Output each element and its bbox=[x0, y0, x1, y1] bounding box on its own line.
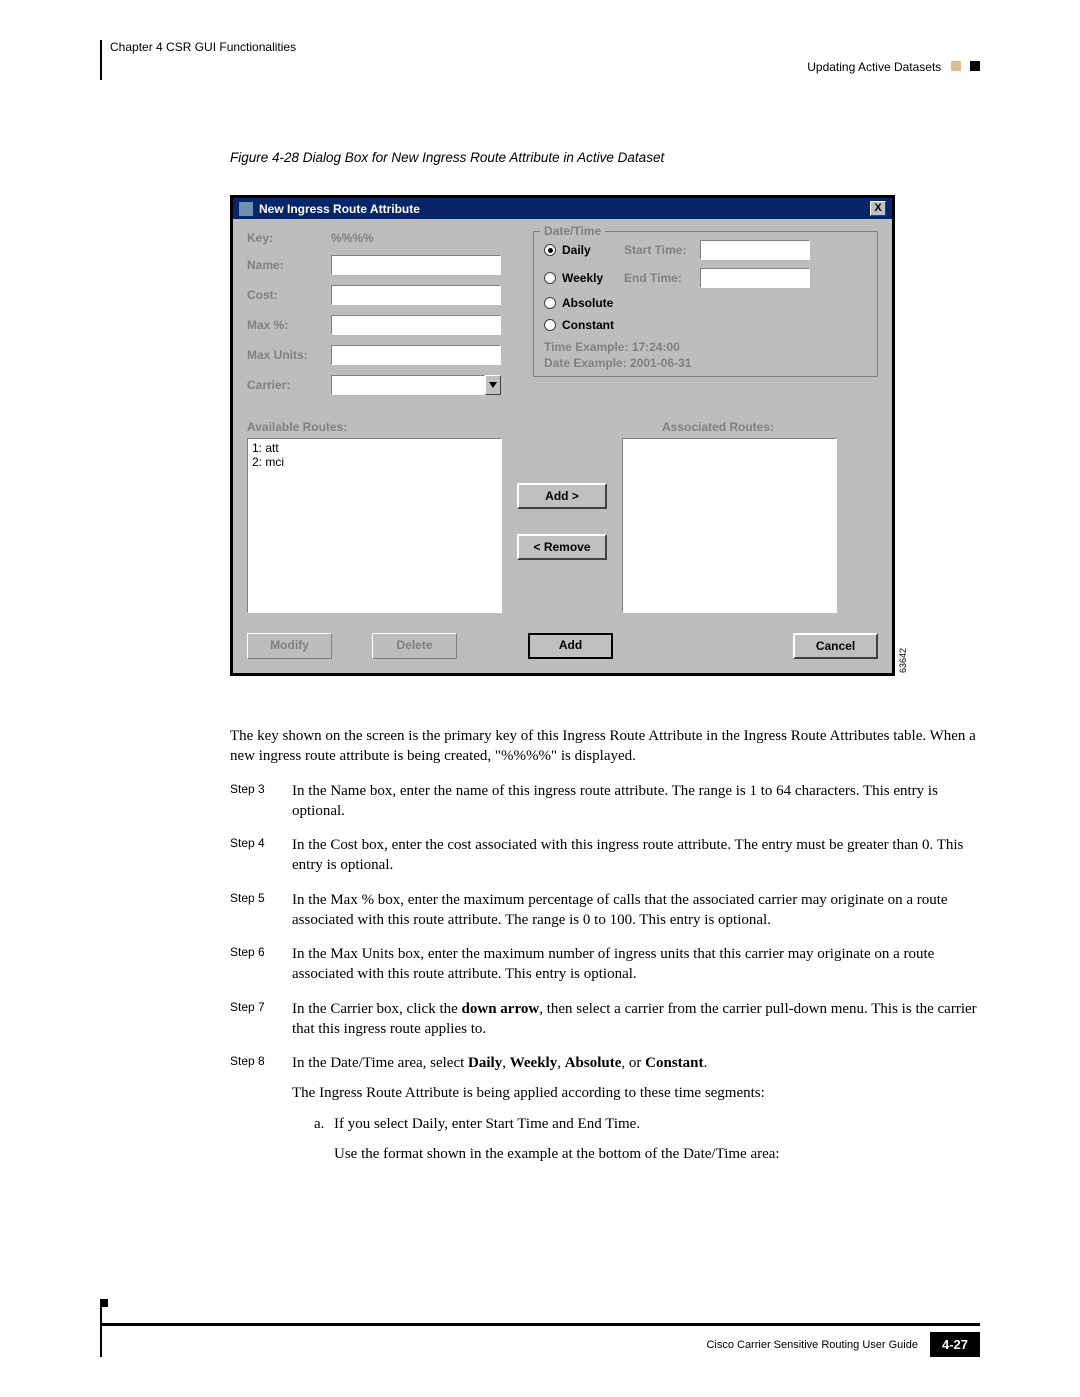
page-number: 4-27 bbox=[930, 1332, 980, 1357]
remove-route-button[interactable]: < Remove bbox=[517, 534, 607, 560]
datetime-group: Date/Time Daily Start Time: Weekly End T… bbox=[533, 231, 878, 377]
start-time-label: Start Time: bbox=[624, 243, 700, 257]
maxunits-label: Max Units: bbox=[247, 348, 331, 362]
dialog-title: New Ingress Route Attribute bbox=[259, 202, 420, 216]
maxpct-input[interactable] bbox=[331, 315, 501, 335]
guide-title: Cisco Carrier Sensitive Routing User Gui… bbox=[706, 1339, 918, 1351]
maxpct-label: Max %: bbox=[247, 318, 331, 332]
figure-caption: Figure 4-28 Dialog Box for New Ingress R… bbox=[230, 150, 980, 165]
chevron-down-icon[interactable] bbox=[485, 375, 501, 395]
step-label: Step 8 bbox=[230, 1053, 292, 1174]
intro-para: The key shown on the screen is the prima… bbox=[230, 726, 980, 767]
weekly-label: Weekly bbox=[562, 271, 624, 285]
step-label: Step 7 bbox=[230, 999, 292, 1040]
step-text: In the Carrier box, click the down arrow… bbox=[292, 999, 980, 1040]
end-time-label: End Time: bbox=[624, 271, 700, 285]
key-value: %%%% bbox=[331, 231, 374, 245]
step-label: Step 6 bbox=[230, 944, 292, 985]
name-label: Name: bbox=[247, 258, 331, 272]
associated-routes-label: Associated Routes: bbox=[527, 420, 878, 434]
body-text: The key shown on the screen is the prima… bbox=[230, 726, 980, 1174]
constant-radio[interactable] bbox=[544, 319, 556, 331]
key-label: Key: bbox=[247, 231, 331, 245]
start-time-input[interactable] bbox=[700, 240, 810, 260]
name-input[interactable] bbox=[331, 255, 501, 275]
cost-label: Cost: bbox=[247, 288, 331, 302]
end-time-input[interactable] bbox=[700, 268, 810, 288]
step-label: Step 5 bbox=[230, 890, 292, 931]
delete-button[interactable]: Delete bbox=[372, 633, 457, 659]
maxunits-input[interactable] bbox=[331, 345, 501, 365]
step-label: Step 3 bbox=[230, 781, 292, 822]
add-route-button[interactable]: Add > bbox=[517, 483, 607, 509]
available-routes-list[interactable]: 1: att 2: mci bbox=[247, 438, 502, 613]
carrier-label: Carrier: bbox=[247, 378, 331, 392]
date-example: Date Example: 2001-06-31 bbox=[544, 356, 867, 370]
modify-button[interactable]: Modify bbox=[247, 633, 332, 659]
step-text: In the Cost box, enter the cost associat… bbox=[292, 835, 980, 876]
add-button[interactable]: Add bbox=[528, 633, 613, 659]
daily-radio[interactable] bbox=[544, 244, 556, 256]
absolute-radio[interactable] bbox=[544, 297, 556, 309]
window-icon bbox=[239, 202, 253, 216]
dialog-titlebar: New Ingress Route Attribute X bbox=[233, 198, 892, 219]
datetime-title: Date/Time bbox=[540, 224, 605, 238]
page-footer: Cisco Carrier Sensitive Routing User Gui… bbox=[100, 1323, 980, 1357]
available-routes-label: Available Routes: bbox=[247, 420, 527, 434]
daily-label: Daily bbox=[562, 243, 624, 257]
weekly-radio[interactable] bbox=[544, 272, 556, 284]
step-label: Step 4 bbox=[230, 835, 292, 876]
cancel-button[interactable]: Cancel bbox=[793, 633, 878, 659]
list-item[interactable]: 2: mci bbox=[252, 455, 497, 469]
chapter-label: Chapter 4 CSR GUI Functionalities bbox=[110, 40, 296, 80]
figure-id: 63642 bbox=[898, 648, 908, 673]
time-example: Time Example: 17:24:00 bbox=[544, 340, 867, 354]
list-item[interactable]: 1: att bbox=[252, 441, 497, 455]
associated-routes-list[interactable] bbox=[622, 438, 837, 613]
header-marker-icon bbox=[951, 61, 961, 71]
ingress-route-dialog: New Ingress Route Attribute X Key: %%%% … bbox=[230, 195, 895, 676]
cost-input[interactable] bbox=[331, 285, 501, 305]
header-marker-icon bbox=[970, 61, 980, 71]
step-text: In the Name box, enter the name of this … bbox=[292, 781, 980, 822]
page-header: Chapter 4 CSR GUI Functionalities Updati… bbox=[100, 40, 980, 80]
section-label: Updating Active Datasets bbox=[807, 60, 980, 80]
carrier-combo[interactable] bbox=[331, 375, 501, 395]
absolute-label: Absolute bbox=[562, 296, 624, 310]
step-text: In the Max % box, enter the maximum perc… bbox=[292, 890, 980, 931]
step-text: In the Max Units box, enter the maximum … bbox=[292, 944, 980, 985]
constant-label: Constant bbox=[562, 318, 624, 332]
close-button[interactable]: X bbox=[870, 201, 886, 216]
step-text: In the Date/Time area, select Daily, Wee… bbox=[292, 1053, 980, 1174]
